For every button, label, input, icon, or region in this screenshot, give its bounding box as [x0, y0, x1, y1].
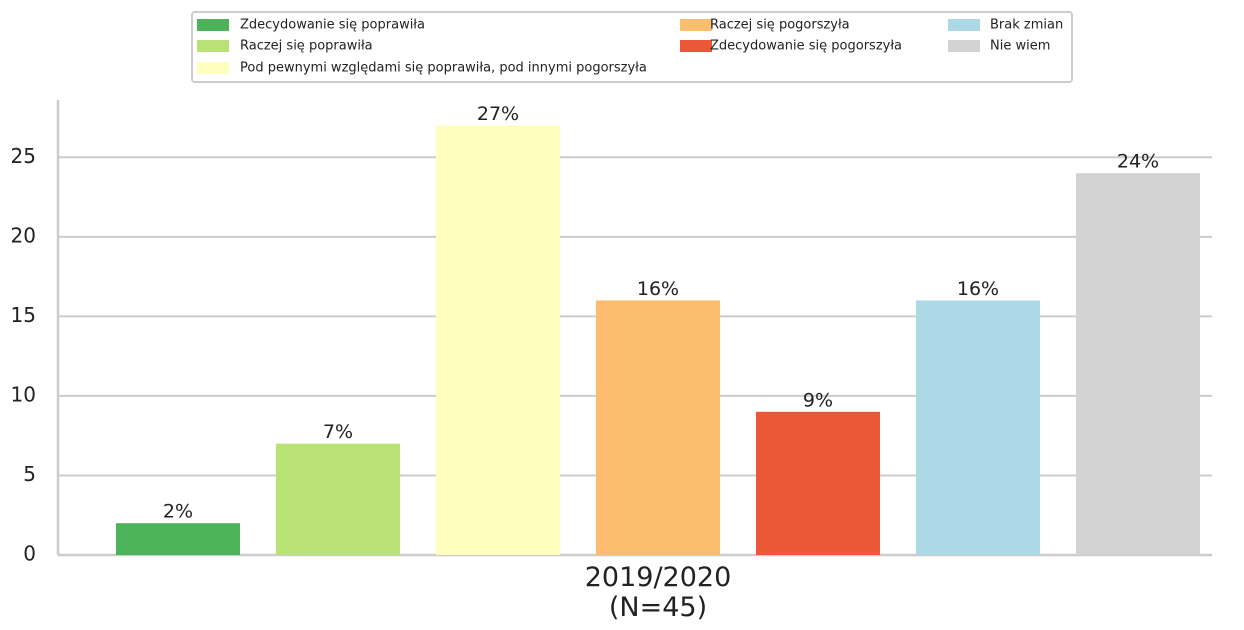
bar — [596, 300, 720, 555]
legend-label: Pod pewnymi względami się poprawiła, pod… — [240, 61, 647, 76]
y-tick-label: 0 — [23, 542, 36, 566]
legend-swatch — [197, 19, 229, 31]
bar — [276, 443, 400, 555]
legend-label: Nie wiem — [990, 39, 1050, 54]
y-tick-label: 25 — [11, 144, 36, 168]
value-label: 16% — [957, 278, 999, 300]
value-label: 16% — [637, 278, 679, 300]
legend-box — [191, 11, 1073, 83]
value-label: 9% — [803, 389, 833, 411]
bar — [1076, 173, 1200, 555]
value-label: 27% — [477, 103, 519, 125]
legend-swatch — [680, 40, 712, 52]
bar — [756, 411, 880, 555]
legend-label: Raczej się pogorszyła — [710, 18, 850, 33]
legend-label: Zdecydowanie się pogorszyła — [710, 39, 902, 54]
bar — [436, 125, 560, 556]
legend-swatch — [680, 19, 712, 31]
bar — [916, 300, 1040, 555]
value-label: 2% — [163, 501, 193, 523]
legend-label: Raczej się poprawiła — [240, 39, 373, 54]
legend-swatch — [197, 40, 229, 52]
legend-swatch — [948, 40, 980, 52]
legend-swatch — [197, 62, 229, 74]
legend-label: Zdecydowanie się poprawiła — [240, 18, 425, 33]
value-label: 7% — [323, 421, 353, 443]
y-tick-label: 10 — [11, 382, 36, 406]
y-tick-label: 5 — [23, 462, 36, 486]
legend-swatch — [948, 19, 980, 31]
value-label: 24% — [1117, 151, 1159, 173]
y-tick-label: 15 — [11, 303, 36, 327]
bar — [116, 523, 240, 555]
y-tick-label: 20 — [11, 223, 36, 247]
x-tick-label: 2019/2020 (N=45) — [584, 562, 732, 623]
legend-label: Brak zmian — [990, 18, 1063, 33]
